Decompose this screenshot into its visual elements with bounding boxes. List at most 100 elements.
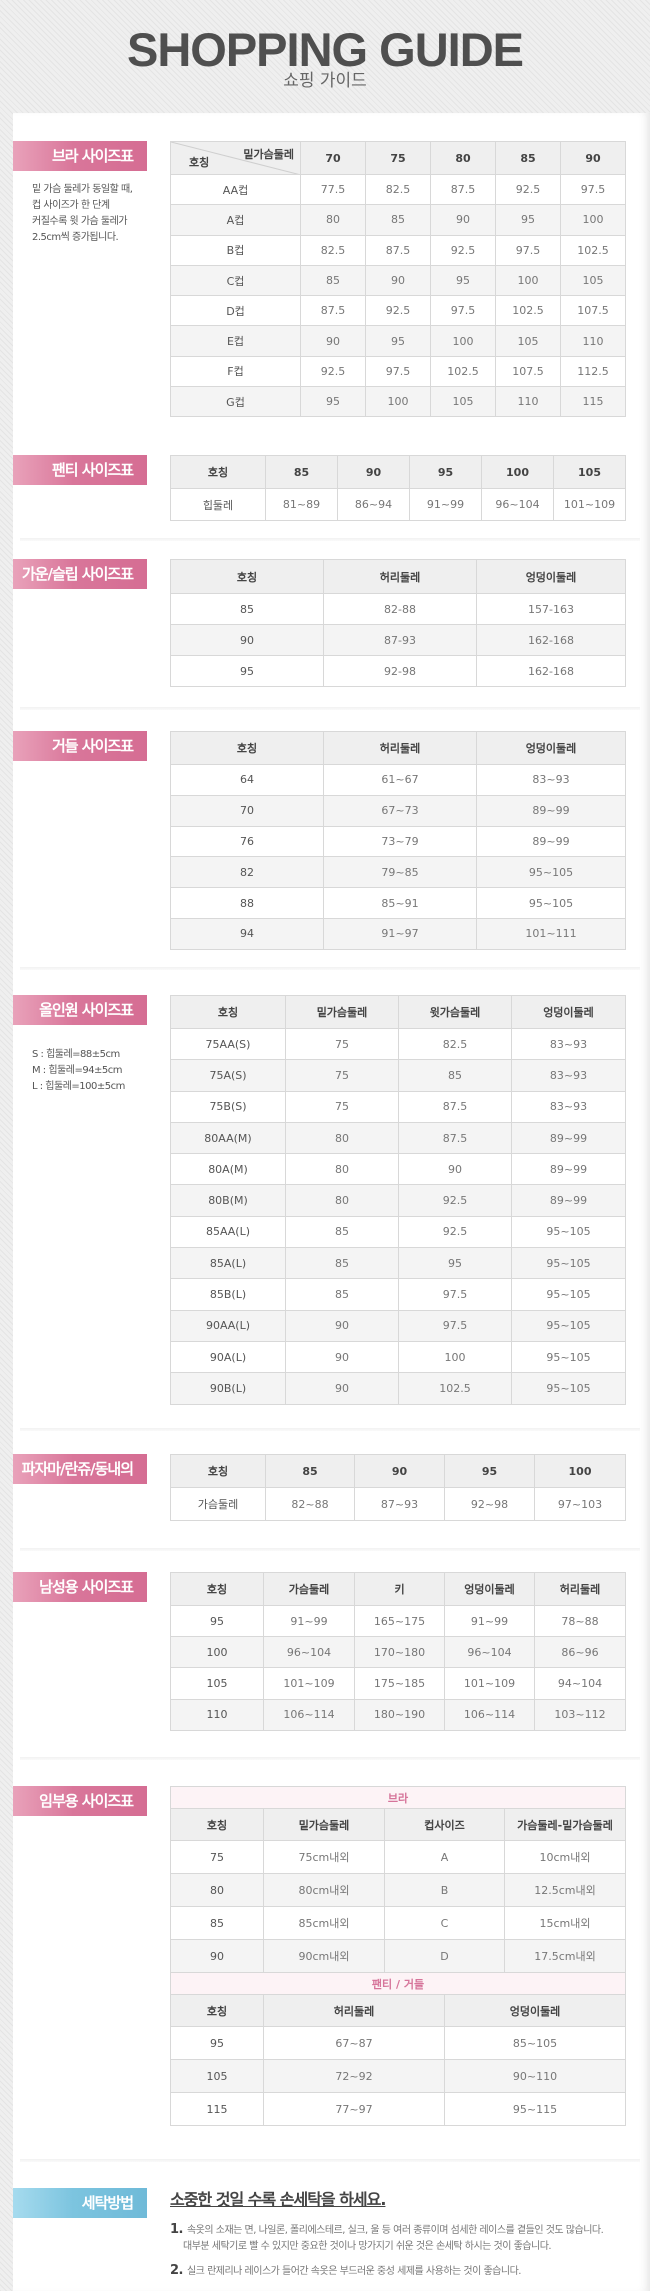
table-cell: 97.5 — [398, 1309, 512, 1342]
table-cell: 92-98 — [323, 655, 477, 687]
table-cell: 90 — [398, 1153, 512, 1186]
sub-header-row: 브라 — [170, 1786, 626, 1809]
table-row: A컵 80 85 90 95 100 — [170, 204, 626, 236]
table-cell: 85 — [285, 1247, 399, 1280]
header-cell: 90 — [560, 141, 626, 175]
header-cell: 85 — [265, 1454, 355, 1488]
table-row: 95 91~99 165~175 91~99 78~88 — [170, 1604, 626, 1638]
table-row: 75 75cm내외 A 10cm내외 — [170, 1840, 626, 1874]
table-cell: 110 — [495, 386, 561, 418]
table-cell: 95~105 — [511, 1215, 626, 1249]
table-cell: 67~87 — [263, 2026, 445, 2060]
header-cell: 80 — [430, 141, 496, 175]
size-table-allinone: 호칭 밑가슴둘레 윗가슴둘레 엉덩이둘레 75AA(S) 75 82.5 83~93 75A(S… — [170, 995, 626, 1405]
sub-header-title: 브라 — [170, 1786, 626, 1809]
table-cell: 90 — [300, 325, 366, 357]
table-cell: 110 — [560, 325, 626, 357]
table-cell: 100 — [170, 1636, 264, 1669]
table-cell: 90 — [430, 204, 496, 236]
table-cell: 90~110 — [443, 2059, 627, 2093]
table-cell: 105 — [170, 2059, 264, 2093]
table-cell: 72~92 — [263, 2059, 445, 2093]
header-cell: 밑가슴둘레 — [285, 995, 399, 1029]
table-row: 110 106~114 180~190 106~114 103~112 — [170, 1698, 626, 1731]
table-row: 76 73~79 89~99 — [170, 825, 626, 858]
table-cell: 100 — [365, 386, 431, 418]
table-cell: 78~88 — [534, 1604, 626, 1638]
table-cell: 102.5 — [495, 295, 561, 327]
table-cell: 94~104 — [534, 1667, 626, 1700]
note-line: 밑 가슴 둘레가 동일할 때, — [32, 184, 133, 195]
section-label-panty: 팬티 사이즈표 — [13, 455, 147, 485]
page-subtitle: 쇼핑 가이드 — [283, 71, 367, 91]
table-cell: 85B(L) — [170, 1278, 286, 1311]
table-cell: 95~105 — [476, 887, 626, 919]
table-cell: 107.5 — [560, 295, 626, 327]
table-header-row: 호칭 허리둘레 엉덩이둘레 — [170, 731, 626, 765]
table-cell: 89~99 — [511, 1184, 626, 1217]
section-label-girdle: 거들 사이즈표 — [13, 731, 147, 761]
table-cell: A컵 — [170, 204, 301, 236]
header-cell: 허리둘레 — [323, 731, 477, 765]
table-row: 가슴둘레 82~88 87~93 92~98 97~103 — [170, 1487, 626, 1521]
table-cell: 85 — [170, 1906, 264, 1940]
table-cell: 90 — [365, 264, 431, 297]
table-cell: 97.5 — [430, 295, 496, 327]
header-label-size: 호칭 — [189, 156, 210, 169]
table-cell: 95~105 — [476, 856, 626, 889]
header-cell: 90 — [337, 455, 410, 489]
table-cell: 85~91 — [323, 887, 477, 919]
table-cell: 91~99 — [263, 1604, 355, 1638]
table-row: 90 90cm내외 D 17.5cm내외 — [170, 1939, 626, 1973]
header-cell: 엉덩이둘레 — [511, 995, 626, 1029]
header-cell: 105 — [553, 455, 626, 489]
item-line: 속옷의 소재는 면, 나일론, 폴리에스테르, 실크, 울 등 여러 종류이며 … — [186, 2225, 604, 2236]
table-cell: 82-88 — [323, 593, 477, 625]
section-label-washing: 세탁방법 — [13, 2188, 147, 2218]
table-cell: 80 — [285, 1184, 399, 1217]
table-cell: 162-168 — [476, 655, 626, 687]
table-cell: D컵 — [170, 295, 301, 327]
table-cell: 75 — [285, 1059, 399, 1092]
table-cell: 83~93 — [476, 764, 626, 796]
table-cell: 92.5 — [300, 355, 366, 388]
table-cell: 82.5 — [300, 234, 366, 266]
section-divider — [20, 1757, 640, 1760]
table-cell: 90A(L) — [170, 1340, 286, 1374]
table-cell: 82 — [170, 856, 324, 889]
maternity-panty-table: 팬티 / 거들 호칭 허리둘레 엉덩이둘레 95 67~87 85~105 105 72~92 9… — [169, 1972, 627, 2126]
table-cell: 92.5 — [430, 234, 496, 266]
table-cell: 97~103 — [534, 1487, 626, 1521]
table-cell: 102.5 — [398, 1372, 512, 1405]
table-cell: 95~105 — [511, 1309, 626, 1342]
table-cell: 106~114 — [263, 1698, 355, 1731]
table-row: 88 85~91 95~105 — [170, 887, 626, 919]
table-cell: 87-93 — [323, 624, 477, 656]
table-row: 75AA(S) 75 82.5 83~93 — [170, 1027, 626, 1061]
table-cell: 82~88 — [265, 1487, 355, 1521]
header-cell: 윗가슴둘레 — [398, 995, 512, 1029]
table-cell: 95~105 — [511, 1278, 626, 1311]
table-cell: 85 — [285, 1278, 399, 1311]
table-cell: 110 — [170, 1698, 264, 1731]
table-cell: 106~114 — [444, 1698, 535, 1731]
table-cell: 88 — [170, 887, 324, 919]
table-cell: 75 — [170, 1840, 264, 1874]
table-row: 75A(S) 75 85 83~93 — [170, 1059, 626, 1092]
header-cell: 호칭 — [170, 1572, 264, 1606]
table-row: 85B(L) 85 97.5 95~105 — [170, 1278, 626, 1311]
note-line: L : 힙둘레=100±5cm — [32, 1081, 125, 1092]
table-row: 90 87-93 162-168 — [170, 624, 626, 656]
note-line: S : 힙둘레=88±5cm — [32, 1049, 120, 1060]
table-cell: 95~105 — [511, 1372, 626, 1405]
table-cell: 83~93 — [511, 1027, 626, 1061]
table-cell: 12.5cm내외 — [504, 1873, 626, 1907]
table-cell: 77~97 — [263, 2092, 445, 2126]
table-cell: 90 — [285, 1309, 399, 1342]
table-header-row: 호칭 밑가슴둘레 윗가슴둘레 엉덩이둘레 — [170, 995, 626, 1029]
table-row: C컵 85 90 95 100 105 — [170, 264, 626, 297]
item-line: 대부분 세탁기로 빨 수 있지만 중요한 것이나 망가지기 쉬운 것은 손세탁 … — [183, 2241, 552, 2252]
table-row: 105 72~92 90~110 — [170, 2059, 627, 2093]
table-cell: 95~105 — [511, 1247, 626, 1280]
header-cell: 호칭 — [170, 1808, 264, 1841]
